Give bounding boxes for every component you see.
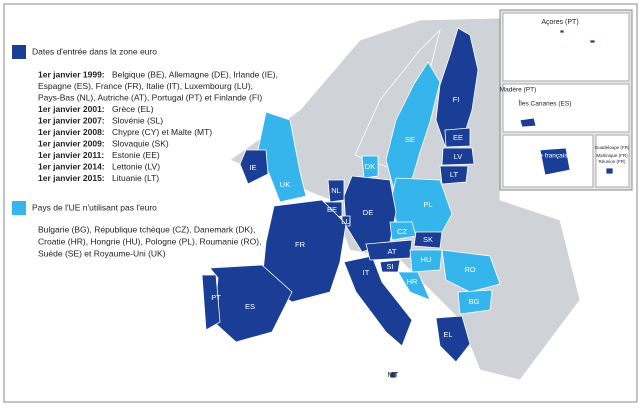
country-label: SI: [386, 262, 393, 271]
legend-date: 1er janvier 1999:: [38, 69, 105, 79]
ie: [239, 149, 269, 185]
legend-date: 1er janvier 2011:: [38, 150, 104, 160]
legend-countries: Slovénie (SL): [112, 115, 163, 125]
legend-date: 1er janvier 2008:: [38, 127, 105, 137]
legend-countries: Chypre (CY) et Malte (MT): [112, 127, 212, 137]
country-label: PT: [211, 293, 221, 302]
legend-countries: Espagne (ES), France (FR), Italie (IT), …: [38, 81, 253, 91]
country-label: FI: [453, 95, 460, 104]
legend-countries: Belgique (BE), Allemagne (DE), Irlande (…: [112, 69, 278, 79]
inset: [499, 9, 633, 191]
inset-label: Açores (PT): [541, 19, 578, 26]
inset-label: Îles Canaries (ES): [518, 99, 572, 108]
country-label: BE: [327, 205, 337, 214]
country-label: LT: [450, 170, 459, 179]
country-label: SE: [405, 135, 415, 144]
legend-title: Pays de l'UE n'utilisant pas l'euro: [32, 202, 157, 212]
inset-label: Martinique (FR): [596, 153, 628, 158]
bg: [457, 289, 493, 315]
legend-countries: Suède (SE) et Royaume-Uni (UK): [38, 248, 166, 258]
country-label: EE: [453, 133, 463, 142]
dk: [361, 155, 379, 179]
legend-countries: Slovaquie (SK): [112, 138, 169, 148]
hr: [397, 271, 431, 301]
inset-label: Réunion (FR): [598, 159, 626, 164]
country-label: HU: [421, 255, 432, 264]
country-label: RO: [464, 265, 475, 274]
legend-countries: Lettonie (LV): [112, 161, 160, 171]
legend-date: 1er janvier 2015:: [38, 173, 105, 183]
country-label: EL: [443, 330, 452, 339]
legend-countries: Pays-Bas (NL), Autriche (AT), Portugal (…: [38, 92, 262, 102]
it: [343, 255, 413, 347]
ro: [441, 249, 501, 293]
hu: [409, 249, 443, 273]
legend-countries: Croatie (HR), Hongrie (HU), Pologne (PL)…: [38, 236, 261, 246]
sk: [413, 231, 443, 249]
country-label: HR: [407, 277, 418, 286]
inset-label: Guadeloupe (FR): [595, 145, 630, 150]
el: [435, 315, 471, 363]
legend-countries: Bulgarie (BG), République tchèque (CZ), …: [38, 224, 255, 234]
lt: [439, 165, 469, 185]
legend-countries: Lituanie (LT): [112, 173, 159, 183]
legend-countries: Grèce (EL): [112, 104, 154, 114]
country-label: DE: [363, 208, 373, 217]
at: [365, 239, 413, 261]
fr: [261, 199, 347, 303]
country-label: NL: [331, 186, 341, 195]
legend-date: 1er janvier 2001:: [38, 104, 105, 114]
country-label: CZ: [397, 227, 407, 236]
country-label: DK: [365, 162, 375, 171]
legend-swatch-non-euro: [12, 201, 26, 215]
legend-date: 1er janvier 2009:: [38, 138, 105, 148]
country-label: BG: [469, 297, 480, 306]
country-label: LU: [341, 217, 351, 226]
legend-title: Dates d'entrée dans la zone euro: [32, 46, 157, 56]
nl: [327, 179, 345, 203]
inset-label: Guyane française (FR): [520, 153, 586, 160]
country-label: IT: [363, 268, 370, 277]
labels: FI SE EE LV LT DK IE UK NL BE LU DE PL CZ SK FR AT HU SI HR…: [211, 19, 630, 379]
country-label: IE: [249, 163, 256, 172]
legend-countries: Estonie (EE): [112, 150, 160, 160]
country-label: UK: [280, 180, 290, 189]
country-label: PL: [423, 200, 432, 209]
mt: [389, 371, 397, 379]
legend-date: 1er janvier 2014:: [38, 161, 105, 171]
inset-label: Madère (PT): [500, 87, 536, 94]
land: [201, 17, 581, 381]
country-label: MT: [388, 370, 399, 379]
legend-swatch-euro: [12, 45, 26, 59]
country-label: ES: [245, 302, 255, 311]
legend-date: 1er janvier 2007:: [38, 115, 105, 125]
es: [209, 264, 293, 343]
lv: [441, 147, 475, 166]
country-label: SK: [423, 235, 433, 244]
country-label: LV: [454, 152, 463, 161]
ee: [444, 127, 471, 148]
pt: [201, 274, 221, 331]
country-label: FR: [295, 240, 306, 249]
country-label: AT: [387, 247, 396, 256]
